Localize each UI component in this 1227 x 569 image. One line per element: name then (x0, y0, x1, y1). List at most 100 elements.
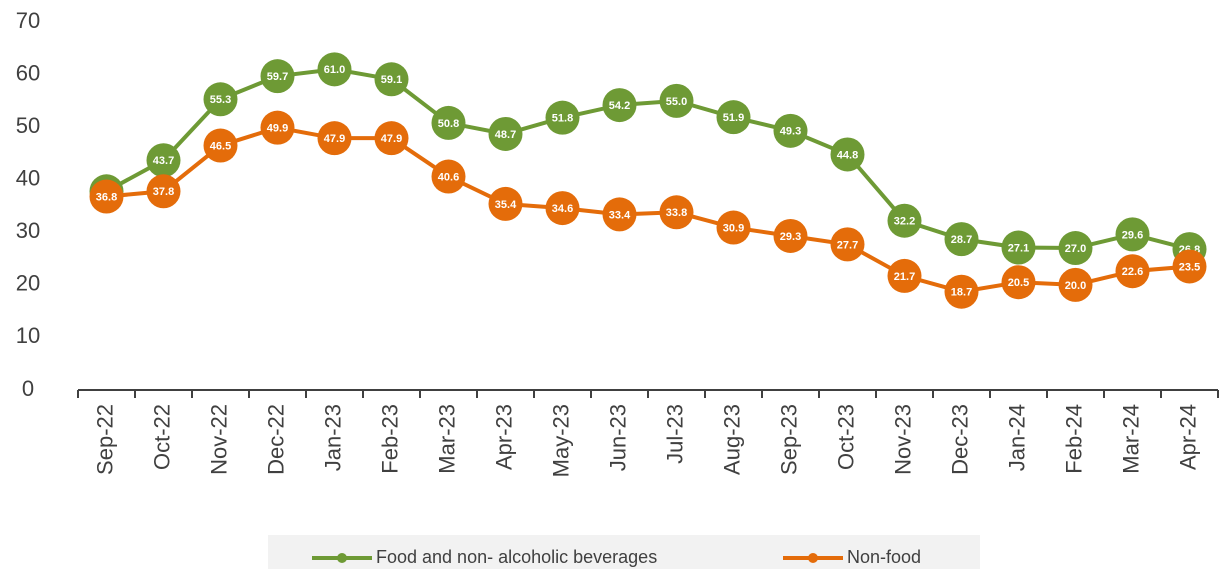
legend-label: Non-food (847, 547, 921, 567)
data-point (260, 59, 295, 94)
data-label: 37.8 (153, 186, 174, 198)
x-tick-label: Dec-23 (947, 404, 972, 475)
x-tick-label: Sep-23 (776, 404, 801, 475)
data-point (602, 88, 637, 123)
data-point (716, 100, 751, 135)
data-label: 33.4 (609, 209, 631, 221)
series-line (106, 125, 1190, 294)
x-tick-label: May-23 (548, 404, 573, 477)
data-point (488, 186, 523, 221)
data-label: 48.7 (495, 129, 516, 141)
data-label: 30.9 (723, 222, 744, 234)
data-point (146, 174, 181, 209)
y-tick-label: 10 (16, 323, 40, 348)
x-tick-label: Jul-23 (662, 404, 687, 464)
data-label: 33.8 (666, 207, 687, 219)
data-point (1115, 254, 1150, 289)
data-point (89, 179, 124, 214)
x-tick-label: Mar-23 (434, 404, 459, 474)
data-point (1058, 231, 1093, 266)
data-label: 49.3 (780, 126, 801, 138)
y-tick-label: 60 (16, 60, 40, 85)
data-label: 59.1 (381, 74, 402, 86)
x-tick-label: Apr-24 (1175, 404, 1200, 470)
y-tick-label: 20 (16, 271, 40, 296)
data-point (773, 218, 808, 253)
data-label: 20.0 (1065, 280, 1086, 292)
data-label: 47.9 (381, 133, 402, 145)
data-label: 40.6 (438, 171, 459, 183)
data-label: 27.7 (837, 239, 858, 251)
data-point (317, 52, 352, 87)
data-point (374, 62, 409, 97)
x-tick-label: Oct-22 (149, 404, 174, 470)
x-tick-label: Nov-23 (890, 404, 915, 475)
data-label: 20.5 (1008, 277, 1029, 289)
data-point (431, 159, 466, 194)
data-point (488, 116, 523, 151)
data-point (602, 197, 637, 232)
data-point (1001, 265, 1036, 300)
data-label: 43.7 (153, 155, 174, 167)
legend-marker (337, 553, 347, 563)
x-tick-label: Aug-23 (719, 404, 744, 475)
data-label: 18.7 (951, 287, 972, 299)
legend-box (268, 535, 980, 569)
data-point (317, 121, 352, 156)
data-label: 34.6 (552, 203, 573, 215)
data-label: 36.8 (96, 191, 117, 203)
data-label: 27.1 (1008, 242, 1029, 254)
data-label: 35.4 (495, 199, 517, 211)
data-point (659, 195, 694, 230)
data-label: 51.9 (723, 112, 744, 124)
x-tick-label: Jan-23 (320, 404, 345, 471)
data-point (1115, 217, 1150, 252)
data-point (659, 83, 694, 118)
data-label: 54.2 (609, 100, 630, 112)
data-label: 21.7 (894, 271, 915, 283)
data-label: 51.8 (552, 113, 573, 125)
x-tick-label: Dec-22 (263, 404, 288, 475)
x-tick-label: Mar-24 (1118, 404, 1143, 474)
y-tick-label: 30 (16, 218, 40, 243)
y-tick-label: 50 (16, 113, 40, 138)
data-point (260, 110, 295, 145)
data-point (944, 274, 979, 309)
data-point (1001, 230, 1036, 265)
x-tick-label: Apr-23 (491, 404, 516, 470)
y-tick-label: 0 (22, 376, 34, 401)
data-label: 50.8 (438, 118, 459, 130)
data-label: 55.3 (210, 94, 231, 106)
data-label: 61.0 (324, 64, 345, 76)
x-tick-label: Feb-23 (377, 404, 402, 474)
data-point (545, 191, 580, 226)
data-label: 47.9 (324, 133, 345, 145)
data-label: 55.0 (666, 96, 687, 108)
data-point (887, 203, 922, 238)
data-label: 29.3 (780, 231, 801, 243)
data-label: 32.2 (894, 216, 915, 228)
x-tick-label: Jan-24 (1004, 404, 1029, 471)
data-point (146, 143, 181, 178)
data-point (830, 227, 865, 262)
data-label: 29.6 (1122, 229, 1143, 241)
legend-label: Food and non- alcoholic beverages (376, 547, 657, 567)
x-tick-label: Jun-23 (605, 404, 630, 471)
data-point (431, 105, 466, 140)
data-point (545, 100, 580, 135)
x-tick-label: Nov-22 (206, 404, 231, 475)
data-point (374, 121, 409, 156)
data-point (830, 137, 865, 172)
data-label: 22.6 (1122, 266, 1143, 278)
data-point (203, 82, 238, 117)
data-point (944, 222, 979, 257)
data-label: 28.7 (951, 234, 972, 246)
data-label: 44.8 (837, 149, 858, 161)
x-tick-label: Oct-23 (833, 404, 858, 470)
data-point (1058, 267, 1093, 302)
data-label: 49.9 (267, 123, 288, 135)
data-point (203, 128, 238, 163)
series-line (105, 67, 1191, 252)
data-label: 27.0 (1065, 243, 1086, 255)
